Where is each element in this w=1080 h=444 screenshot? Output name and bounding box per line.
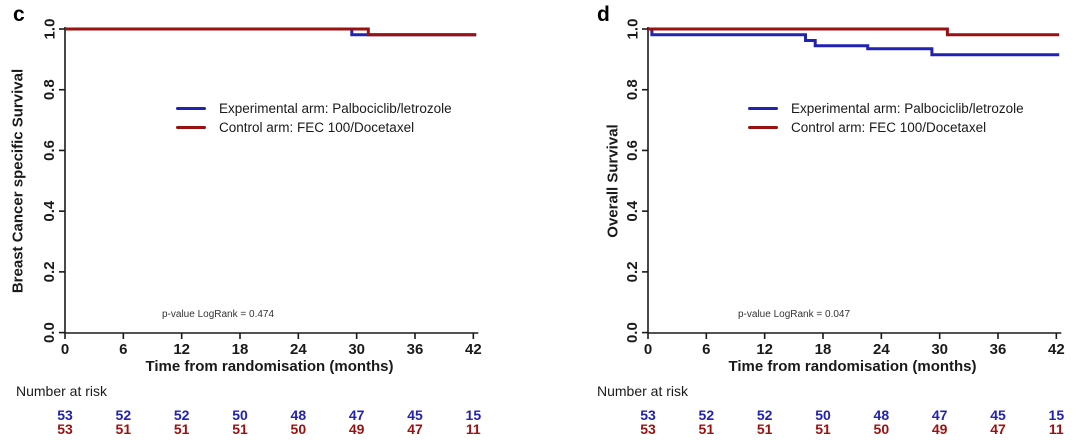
- legend-label-control: Control arm: FEC 100/Docetaxel: [791, 120, 987, 135]
- svg-text:47: 47: [932, 407, 948, 423]
- svg-text:52: 52: [174, 407, 190, 423]
- svg-text:50: 50: [874, 421, 890, 437]
- legend-line-swatch-control: [748, 126, 778, 129]
- svg-text:53: 53: [640, 407, 656, 423]
- legend-line-swatch-experimental: [748, 107, 778, 110]
- number-at-risk-label: Number at risk: [597, 383, 689, 399]
- panel-letter-c: c: [13, 3, 25, 26]
- svg-text:12: 12: [756, 341, 773, 358]
- legend-line-swatch-control: [176, 126, 206, 129]
- svg-text:0.6: 0.6: [624, 140, 641, 161]
- svg-text:52: 52: [757, 407, 773, 423]
- svg-text:51: 51: [815, 421, 831, 437]
- pvalue-annotation: p-value LogRank = 0.047: [738, 309, 851, 320]
- legend-label-experimental: Experimental arm: Palbociclib/letrozole: [219, 101, 452, 116]
- legend: Experimental arm: Palbociclib/letrozole …: [748, 99, 1024, 137]
- y-axis-label: Breast Cancer specific Survival: [9, 68, 27, 294]
- svg-text:51: 51: [116, 421, 132, 437]
- svg-text:36: 36: [990, 341, 1007, 358]
- panel-letter-d: d: [597, 3, 610, 26]
- svg-text:24: 24: [873, 341, 890, 358]
- svg-text:11: 11: [1049, 421, 1064, 437]
- legend-label-experimental: Experimental arm: Palbociclib/letrozole: [791, 101, 1024, 116]
- survival-plot-c: 0.0 0.2 0.4 0.6 0.8 1.0 0 6 12 18 24 30 36 42 53 52 52 50…: [41, 19, 482, 437]
- x-axis-label: Time from randomisation (months): [728, 358, 977, 375]
- svg-text:51: 51: [174, 421, 190, 437]
- svg-text:50: 50: [232, 407, 248, 423]
- km-panel-d: 0.0 0.2 0.4 0.6 0.8 1.0 0 6 12 18 24 30 36 42 53 52 52 50…: [540, 0, 1080, 444]
- svg-text:1.0: 1.0: [624, 19, 641, 40]
- svg-text:30: 30: [931, 341, 948, 358]
- svg-text:48: 48: [291, 407, 307, 423]
- svg-text:52: 52: [116, 407, 132, 423]
- svg-text:24: 24: [290, 341, 307, 358]
- svg-text:50: 50: [291, 421, 307, 437]
- svg-text:18: 18: [232, 341, 249, 358]
- legend-item-experimental: Experimental arm: Palbociclib/letrozole: [176, 99, 452, 118]
- svg-text:0.0: 0.0: [41, 322, 58, 343]
- survival-plot-d: 0.0 0.2 0.4 0.6 0.8 1.0 0 6 12 18 24 30 36 42 53 52 52 50…: [624, 19, 1065, 437]
- svg-text:0.6: 0.6: [41, 140, 58, 161]
- y-axis-label: Overall Survival: [604, 124, 622, 238]
- svg-text:0.8: 0.8: [624, 79, 641, 100]
- legend-item-control: Control arm: FEC 100/Docetaxel: [748, 118, 1024, 137]
- svg-text:1.0: 1.0: [41, 19, 58, 40]
- svg-text:47: 47: [407, 421, 423, 437]
- svg-text:0: 0: [644, 341, 652, 358]
- svg-text:45: 45: [990, 407, 1006, 423]
- svg-text:53: 53: [640, 421, 656, 437]
- svg-text:42: 42: [465, 341, 482, 358]
- legend-label-control: Control arm: FEC 100/Docetaxel: [219, 120, 415, 135]
- svg-text:0.4: 0.4: [41, 200, 58, 222]
- svg-text:53: 53: [57, 407, 73, 423]
- svg-text:51: 51: [232, 421, 248, 437]
- legend-line-swatch-experimental: [176, 107, 206, 110]
- number-at-risk-label: Number at risk: [16, 383, 108, 399]
- svg-text:0.4: 0.4: [624, 200, 641, 222]
- svg-text:36: 36: [407, 341, 424, 358]
- svg-text:0.2: 0.2: [41, 261, 58, 282]
- svg-text:12: 12: [173, 341, 190, 358]
- svg-text:47: 47: [990, 421, 1006, 437]
- svg-text:49: 49: [349, 421, 365, 437]
- svg-text:53: 53: [57, 421, 73, 437]
- svg-text:51: 51: [699, 421, 715, 437]
- svg-text:52: 52: [699, 407, 715, 423]
- km-panel-c: 0.0 0.2 0.4 0.6 0.8 1.0 0 6 12 18 24 30 36 42 53 52 52 50…: [9, 3, 482, 437]
- svg-text:49: 49: [932, 421, 948, 437]
- legend-item-control: Control arm: FEC 100/Docetaxel: [176, 118, 452, 137]
- legend-item-experimental: Experimental arm: Palbociclib/letrozole: [748, 99, 1024, 118]
- x-axis-label: Time from randomisation (months): [145, 358, 394, 375]
- svg-text:45: 45: [407, 407, 423, 423]
- svg-text:0.2: 0.2: [624, 261, 641, 282]
- svg-text:15: 15: [466, 407, 482, 423]
- svg-text:6: 6: [119, 341, 127, 358]
- svg-text:42: 42: [1048, 341, 1065, 358]
- svg-text:0.0: 0.0: [624, 322, 641, 343]
- svg-text:51: 51: [757, 421, 773, 437]
- legend: Experimental arm: Palbociclib/letrozole …: [176, 99, 452, 137]
- svg-text:30: 30: [348, 341, 365, 358]
- svg-text:18: 18: [815, 341, 832, 358]
- svg-text:0.8: 0.8: [41, 79, 58, 100]
- svg-text:11: 11: [466, 421, 481, 437]
- svg-text:0: 0: [61, 341, 69, 358]
- svg-text:6: 6: [702, 341, 710, 358]
- svg-text:48: 48: [874, 407, 890, 423]
- svg-text:50: 50: [815, 407, 831, 423]
- pvalue-annotation: p-value LogRank = 0.474: [162, 309, 275, 320]
- svg-text:15: 15: [1049, 407, 1065, 423]
- svg-text:47: 47: [349, 407, 365, 423]
